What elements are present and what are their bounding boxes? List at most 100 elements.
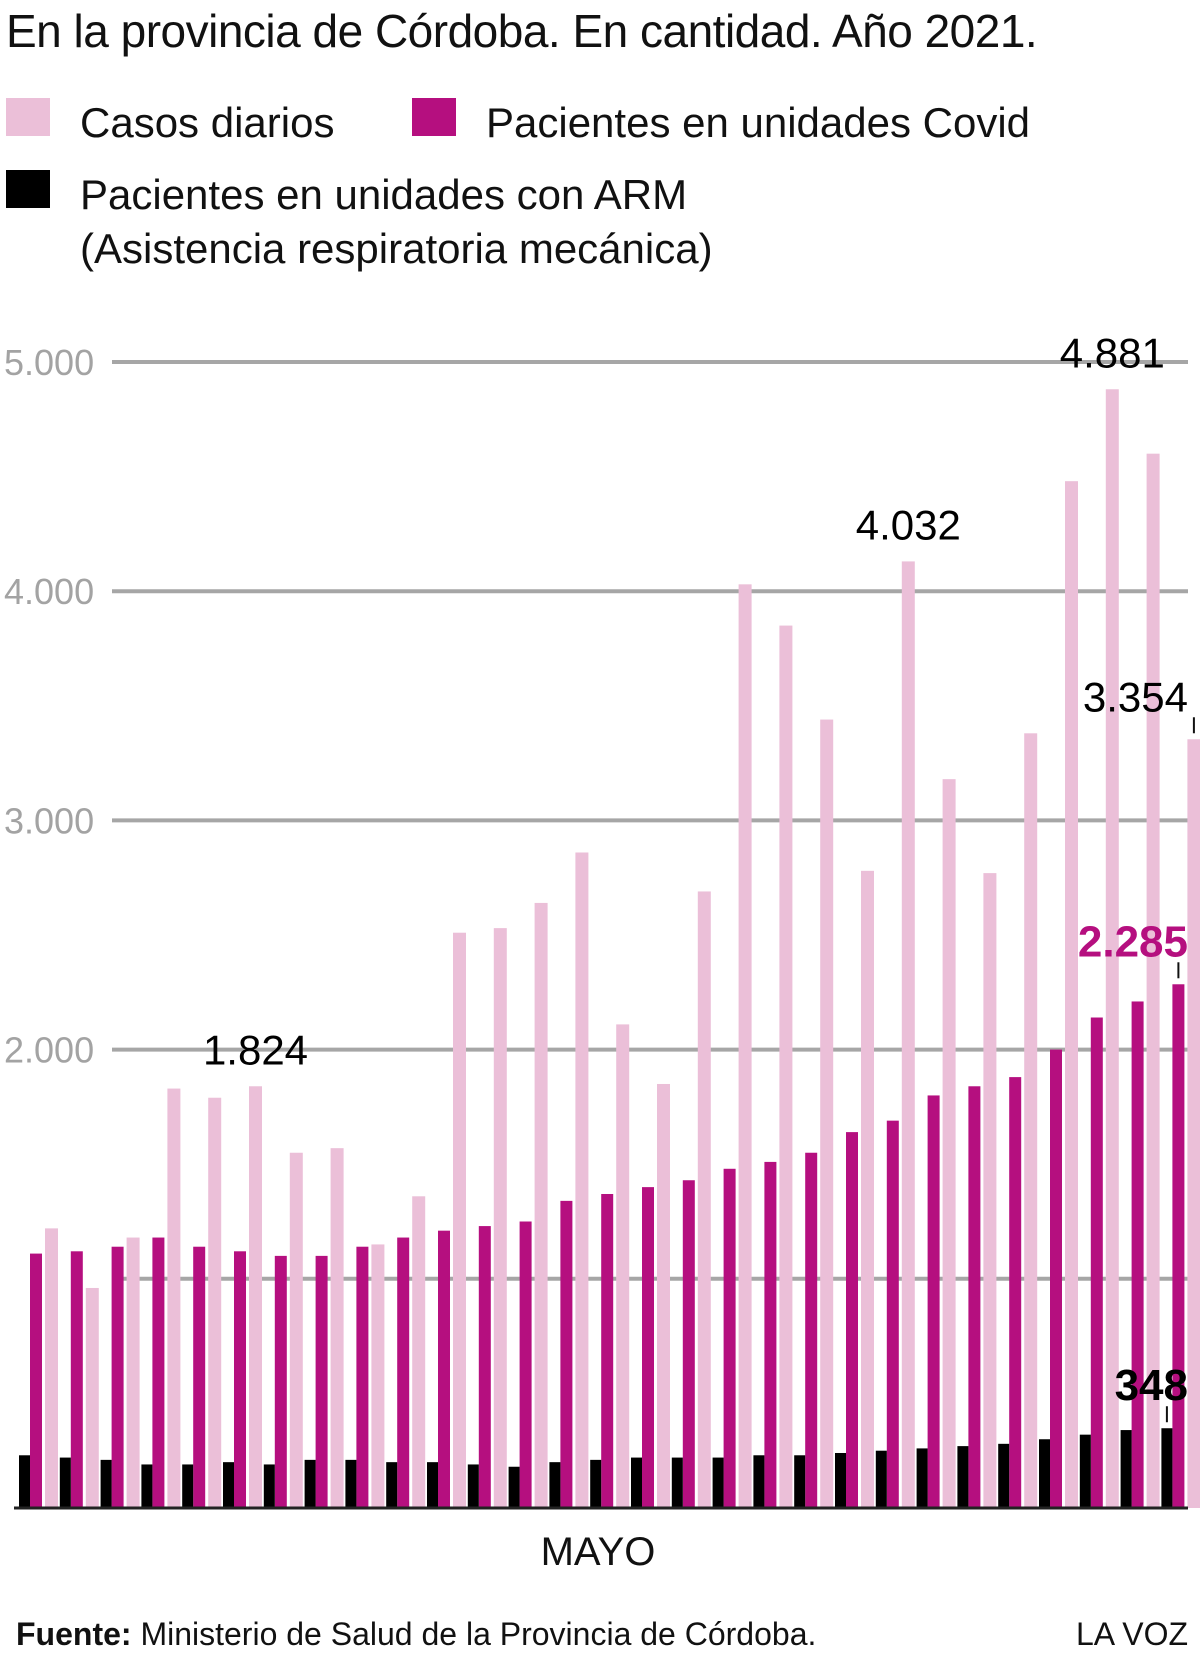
- arm-patients-bar: [549, 1462, 561, 1508]
- casos-diarios-bar: [983, 873, 997, 1508]
- casos-diarios-bar: [167, 1088, 181, 1508]
- legend-item-covid: Pacientes en unidades Covid: [412, 96, 1030, 150]
- arm-patients-bar: [223, 1462, 234, 1508]
- casos-diarios-bar: [1024, 733, 1038, 1508]
- arm-patients-bar: [835, 1452, 846, 1508]
- arm-patients-bar: [345, 1459, 357, 1508]
- casos-diarios-bar: [657, 1083, 670, 1508]
- legend-label-casos: Casos diarios: [80, 99, 335, 146]
- arm-patients-bar: [916, 1448, 928, 1508]
- covid-patients-bar: [70, 1251, 83, 1508]
- legend-label-arm-line2: (Asistencia respiratoria mecánica): [80, 225, 713, 272]
- arm-patients-bar: [1120, 1430, 1132, 1508]
- y-tick-label: 2.000: [4, 1030, 94, 1071]
- arm-patients-bar: [263, 1464, 275, 1508]
- casos-diarios-bar: [371, 1244, 385, 1508]
- covid-patients-bar: [30, 1253, 42, 1508]
- casos-diarios-bar: [616, 1024, 630, 1508]
- covid-patients-bar: [764, 1161, 777, 1508]
- casos-diarios-bar: [208, 1097, 222, 1508]
- casos-diarios-bar: [861, 870, 874, 1508]
- covid-patients-bar: [1172, 984, 1185, 1508]
- arm-patients-bar: [1161, 1428, 1173, 1508]
- y-tick-label: 5.000: [4, 342, 94, 383]
- arm-patients-bar: [712, 1457, 724, 1508]
- arm-patients-bar: [59, 1457, 71, 1508]
- casos-diarios-bar: [412, 1196, 426, 1508]
- arm-patients-bar: [467, 1464, 479, 1508]
- covid-patients-bar: [886, 1120, 899, 1508]
- covid-patients-bar: [193, 1246, 206, 1508]
- arm-patients-bar: [100, 1459, 112, 1508]
- arm-patients-bar: [1039, 1439, 1050, 1508]
- arm-patients-bar: [19, 1455, 30, 1508]
- casos-diarios-bar: [575, 852, 589, 1508]
- arm-patients-bar: [671, 1457, 683, 1508]
- y-tick-label: 3.000: [4, 800, 94, 841]
- data-label: 4.881: [1060, 329, 1165, 376]
- data-label: 2.285: [1078, 917, 1188, 966]
- arm-patients-bar: [875, 1450, 887, 1508]
- arm-patients-bar: [386, 1462, 398, 1508]
- arm-patients-bar: [182, 1464, 194, 1508]
- casos-diarios-bar: [697, 891, 711, 1508]
- casos-diarios-bar: [289, 1152, 303, 1508]
- covid-patients-bar: [642, 1187, 654, 1508]
- x-axis-label: MAYO: [541, 1530, 656, 1574]
- arm-patients-bar: [427, 1462, 438, 1508]
- legend-label-arm: Pacientes en unidades con ARM (Asistenci…: [80, 168, 713, 276]
- covid-patients-bar: [274, 1255, 287, 1508]
- data-label: 4.032: [856, 501, 961, 548]
- covid-patients-bar: [805, 1152, 818, 1508]
- covid-patients-bar: [111, 1246, 124, 1508]
- covid-patients-bar: [234, 1251, 246, 1508]
- arm-patients-bar: [304, 1459, 316, 1508]
- covid-patients-bar: [478, 1226, 491, 1508]
- covid-patients-bar: [846, 1132, 858, 1508]
- covid-patients-bar: [560, 1200, 573, 1508]
- covid-patients-bar: [1131, 1001, 1144, 1508]
- legend-swatch-arm: [6, 170, 50, 208]
- casos-diarios-bar: [1187, 739, 1200, 1508]
- legend-swatch-covid: [412, 98, 456, 136]
- covid-patients-bar: [152, 1237, 165, 1508]
- covid-patients-bar: [438, 1230, 450, 1508]
- casos-diarios-bar: [534, 902, 548, 1508]
- chart-title: En la provincia de Córdoba. En cantidad.…: [6, 5, 1038, 57]
- arm-patients-bar: [590, 1459, 602, 1508]
- arm-patients-bar: [508, 1466, 520, 1508]
- covid-patients-bar: [927, 1095, 940, 1508]
- arm-patients-bar: [1079, 1434, 1091, 1508]
- covid-patients-bar: [723, 1168, 736, 1508]
- arm-patients-bar: [957, 1446, 969, 1508]
- casos-diarios-bar: [738, 584, 752, 1508]
- casos-diarios-bar: [901, 561, 915, 1508]
- y-tick-label: 4.000: [4, 571, 94, 612]
- source-key: Fuente:: [16, 1616, 132, 1652]
- covid-patients-bar: [968, 1086, 981, 1508]
- legend-label-covid: Pacientes en unidades Covid: [486, 99, 1031, 146]
- casos-diarios-bar: [779, 625, 793, 1508]
- source-note: Fuente: Ministerio de Salud de la Provin…: [16, 1616, 816, 1653]
- arm-patients-bar: [753, 1455, 765, 1508]
- data-label: 3.354: [1083, 673, 1188, 720]
- legend-label-arm-line1: Pacientes en unidades con ARM: [80, 171, 688, 218]
- casos-diarios-bar: [45, 1228, 58, 1508]
- casos-diarios-bar: [330, 1148, 344, 1508]
- casos-diarios-bar: [820, 719, 834, 1508]
- casos-diarios-bar: [126, 1237, 140, 1508]
- arm-patients-bar: [141, 1464, 153, 1508]
- covid-patients-bar: [397, 1237, 410, 1508]
- covid-patients-bar: [1090, 1017, 1103, 1508]
- casos-diarios-bar: [453, 932, 466, 1508]
- casos-diarios-bar: [942, 779, 956, 1508]
- legend-swatch-casos: [6, 98, 50, 136]
- arm-patients-bar: [998, 1443, 1010, 1508]
- covid-patients-bar: [1009, 1077, 1022, 1508]
- casos-diarios-bar: [1105, 389, 1119, 1509]
- casos-diarios-bar: [249, 1086, 262, 1508]
- data-label: 348: [1115, 1361, 1188, 1410]
- casos-diarios-bar: [1065, 481, 1078, 1509]
- brand-label: LA VOZ: [1075, 1616, 1188, 1652]
